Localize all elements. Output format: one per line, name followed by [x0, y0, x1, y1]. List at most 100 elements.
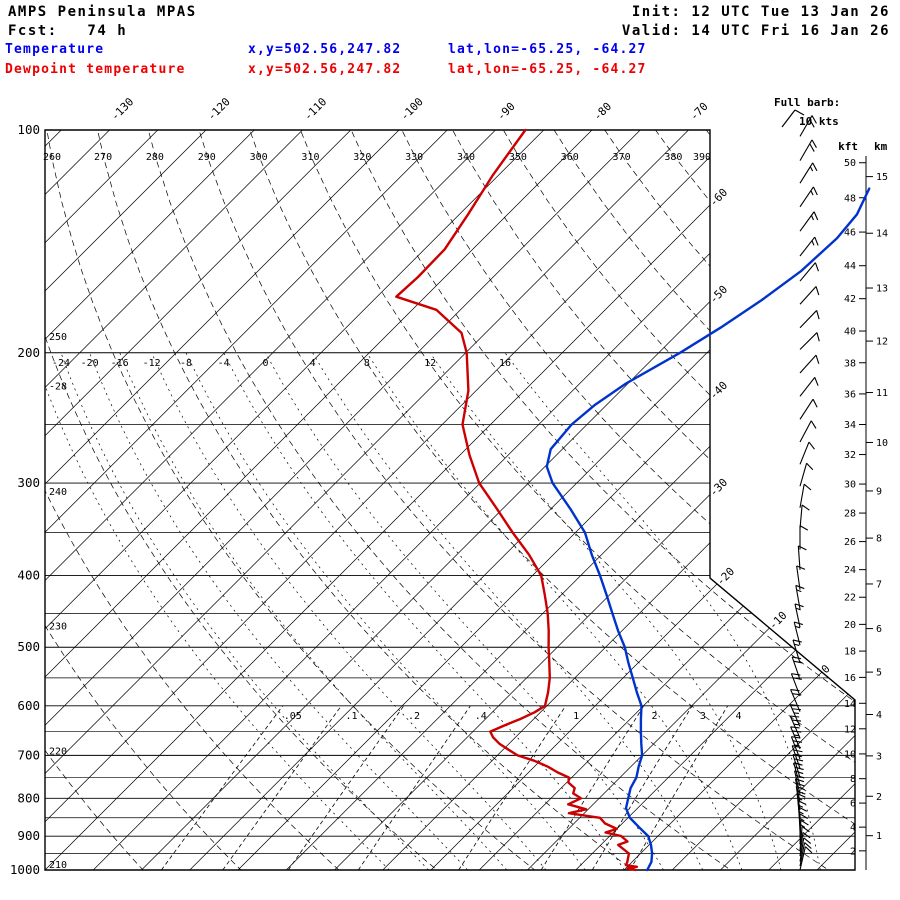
moist-adiabat-label: -8 [180, 358, 192, 369]
moist-adiabat-line [60, 352, 429, 870]
dry-adiabat-line [143, 130, 750, 870]
wind-barb-half [811, 240, 815, 246]
kft-tick-label: 22 [844, 593, 856, 604]
dry-adiabat-line [45, 130, 453, 870]
dry-adiabat-line [293, 130, 855, 870]
isotherm-line [45, 130, 400, 870]
pressure-label: 800 [17, 790, 40, 805]
wind-barb-full [801, 826, 810, 833]
wind-barb-staff [799, 420, 812, 443]
moist-adiabat-label: -16 [111, 358, 129, 369]
moist-adiabat-label: -12 [143, 358, 161, 369]
km-tick-label: 15 [876, 172, 888, 183]
wind-barb-full [790, 726, 800, 729]
wind-barb-staff [799, 484, 805, 508]
dry-adiabat-line [93, 130, 651, 870]
wind-barb-staff [799, 262, 816, 282]
grid [45, 130, 900, 870]
wind-barb-full [812, 398, 818, 408]
full-barb-value: 10 kts [799, 115, 839, 128]
wind-barb-staff [799, 504, 803, 529]
kft-tick-label: 30 [844, 480, 856, 491]
wind-barb-staff [791, 656, 801, 680]
pressure-label: 1000 [10, 862, 40, 877]
isotherm-line [334, 130, 855, 870]
wind-barb-full [810, 420, 817, 429]
wind-barb-full [812, 162, 818, 172]
moist-adiabat-label: 16 [499, 358, 511, 369]
wind-barb-staff [799, 186, 814, 208]
wind-barb-full [792, 719, 802, 722]
km-tick-label: 14 [876, 229, 888, 240]
wind-barb-full [798, 545, 807, 551]
moist-adiabat-line [185, 352, 586, 870]
wind-barb-full [797, 800, 807, 805]
full-barb-label: Full barb: [774, 96, 840, 109]
isotherm-line [816, 130, 855, 870]
mixing-ratio-line [222, 705, 342, 870]
wind-barb-half [798, 811, 804, 815]
wind-barb-full [816, 332, 820, 342]
moist-adiabat-label: 0 [262, 358, 268, 369]
km-tick-label: 12 [876, 337, 888, 348]
km-tick-label: 13 [876, 284, 888, 295]
wind-barb-half [810, 190, 814, 196]
isotherm-line [45, 130, 641, 870]
legend-temperature-xy: x,y=502.56,247.82 [248, 42, 402, 57]
wind-barb-staff [799, 441, 810, 465]
isotherm-line [527, 130, 855, 870]
isotherm-line [93, 130, 834, 870]
wind-barb-full [809, 119, 815, 128]
moist-adiabat-line [504, 352, 821, 870]
dry-adiabat-label-top: 360 [561, 152, 579, 163]
kft-tick-label: 44 [844, 261, 856, 272]
dry-adiabat-line [443, 130, 855, 870]
wind-barb-full [796, 782, 805, 787]
moist-adiabat-label: 8 [364, 358, 370, 369]
wind-barb-staff [799, 332, 818, 350]
isotherm-line [189, 130, 855, 870]
kft-tick-label: 10 [844, 749, 856, 760]
wind-barb-staff [794, 770, 801, 795]
kft-tick-label: 18 [844, 647, 856, 658]
wind-barb-staff [792, 639, 801, 664]
isotherm-line [865, 130, 900, 870]
wind-barb-staff [799, 832, 804, 857]
moist-adiabat-line [89, 352, 468, 870]
mixing-ratio-line [458, 705, 567, 870]
wind-barb-full [814, 236, 819, 246]
moist-adiabat-line [429, 352, 782, 870]
wind-barb-staff [799, 162, 814, 184]
wind-barb-full [805, 846, 813, 854]
isotherm-line [45, 130, 207, 870]
wind-barb-staff [790, 689, 801, 712]
wind-barb-staff [793, 762, 801, 787]
dry-adiabat-label-top: 390 [693, 152, 711, 163]
wind-barb-full [800, 819, 809, 826]
wind-barb-full [814, 262, 819, 272]
mixing-ratio-label: .4 [475, 711, 487, 722]
wind-barb-staff [799, 837, 805, 862]
isotherm-label-top: -120 [205, 95, 233, 123]
dry-adiabat-label-left: 230 [49, 621, 67, 632]
moist-adiabat-line [45, 352, 390, 870]
wind-barb-full [792, 740, 802, 743]
isotherm-line [45, 130, 786, 870]
km-tick-label: 3 [876, 751, 882, 762]
km-tick-label: 7 [876, 579, 882, 590]
wind-barb-half [799, 817, 805, 822]
full-barb-icon [781, 109, 796, 128]
isotherm-line [45, 130, 544, 870]
isotherm-line [45, 130, 496, 870]
wind-barb-full [811, 115, 817, 124]
wind-barb-full [792, 754, 802, 758]
mixing-ratio-label: 1 [573, 711, 579, 722]
dry-adiabat-label-top: 320 [353, 152, 371, 163]
mixing-ratio-line [540, 705, 645, 870]
wind-barb-full [796, 785, 805, 791]
kft-tick-label: 14 [844, 699, 856, 710]
kft-tick-label: 28 [844, 509, 856, 520]
dry-adiabat-line [343, 130, 855, 870]
mixing-ratio-label: .05 [284, 711, 302, 722]
